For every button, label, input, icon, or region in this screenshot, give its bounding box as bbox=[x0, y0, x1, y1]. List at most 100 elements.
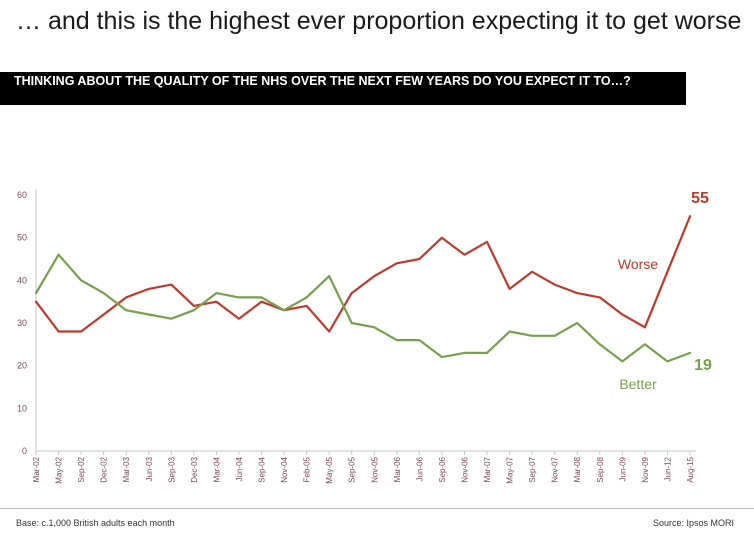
x-tick-label: Aug-15 bbox=[686, 456, 695, 482]
x-tick-label: Feb-05 bbox=[303, 456, 312, 482]
data-point-better bbox=[35, 292, 37, 294]
question-banner: THINKING ABOUT THE QUALITY OF THE NHS OV… bbox=[0, 72, 686, 105]
x-tick-label: Nov-05 bbox=[370, 456, 379, 482]
base-note: Base: c.1,000 British adults each month bbox=[16, 518, 175, 528]
x-tick-label: May-05 bbox=[325, 456, 334, 483]
x-tick-label: Mar-06 bbox=[393, 456, 402, 482]
y-tick-label: 40 bbox=[17, 275, 27, 285]
data-point-better bbox=[148, 313, 150, 315]
data-point-better bbox=[102, 292, 104, 294]
data-point-worse bbox=[80, 330, 82, 332]
data-point-better bbox=[599, 343, 601, 345]
data-point-better bbox=[170, 318, 172, 320]
data-point-better bbox=[260, 296, 262, 298]
data-point-worse bbox=[238, 318, 240, 320]
x-tick-label: Mar-02 bbox=[32, 456, 41, 482]
data-point-better bbox=[238, 296, 240, 298]
y-tick-label: 60 bbox=[17, 190, 27, 200]
data-point-better bbox=[508, 330, 510, 332]
data-point-worse bbox=[441, 236, 443, 238]
series-line-worse bbox=[34, 215, 692, 333]
source-note: Source: Ipsos MORI bbox=[652, 518, 734, 528]
data-point-worse bbox=[553, 283, 555, 285]
data-point-worse bbox=[689, 215, 691, 217]
y-tick-label: 50 bbox=[17, 233, 27, 243]
x-tick-label: May-02 bbox=[55, 456, 64, 483]
data-point-worse bbox=[373, 275, 375, 277]
data-point-worse bbox=[125, 296, 127, 298]
data-point-better bbox=[418, 339, 420, 341]
data-point-better bbox=[396, 339, 398, 341]
question-text: THINKING ABOUT THE QUALITY OF THE NHS OV… bbox=[14, 74, 631, 88]
end-label-worse: 55 bbox=[691, 190, 709, 207]
data-point-worse bbox=[328, 330, 330, 332]
x-tick-label: Jun-06 bbox=[415, 456, 424, 481]
end-label-better: 19 bbox=[694, 357, 712, 374]
x-tick-label: Dec-02 bbox=[100, 456, 109, 482]
x-tick-label: Jun-12 bbox=[663, 456, 672, 481]
x-tick-label: May-07 bbox=[506, 456, 515, 483]
data-point-worse bbox=[644, 326, 646, 328]
x-tick-label: Sep-08 bbox=[596, 456, 605, 482]
data-point-better bbox=[531, 335, 533, 337]
x-tick-label: Mar-07 bbox=[483, 456, 492, 482]
x-tick-label: Mar-04 bbox=[212, 456, 221, 482]
data-point-worse bbox=[666, 271, 668, 273]
data-point-worse bbox=[599, 296, 601, 298]
x-tick-label: Nov-04 bbox=[280, 456, 289, 482]
x-tick-label: Sep-05 bbox=[348, 456, 357, 482]
data-point-better bbox=[57, 254, 59, 256]
x-tick-label: Nov-06 bbox=[460, 456, 469, 482]
y-tick-label: 10 bbox=[17, 403, 27, 413]
data-point-worse bbox=[576, 292, 578, 294]
data-point-better bbox=[553, 335, 555, 337]
data-point-worse bbox=[396, 262, 398, 264]
x-tick-label: Dec-03 bbox=[190, 456, 199, 482]
data-point-worse bbox=[418, 258, 420, 260]
data-point-better bbox=[80, 279, 82, 281]
data-point-better bbox=[621, 360, 623, 362]
y-tick-label: 30 bbox=[17, 318, 27, 328]
data-point-better bbox=[463, 352, 465, 354]
data-point-worse bbox=[305, 305, 307, 307]
data-point-worse bbox=[621, 313, 623, 315]
x-tick-label: Nov-09 bbox=[641, 456, 650, 482]
data-point-better bbox=[441, 356, 443, 358]
data-point-better bbox=[283, 309, 285, 311]
page-headline: … and this is the highest ever proportio… bbox=[16, 7, 742, 35]
data-point-worse bbox=[170, 283, 172, 285]
series-line-better bbox=[34, 253, 692, 363]
line-chart: 0 10 20 30 40 50 60 Mar-02 May-02 Sep-02 Dec-02 Mar… bbox=[17, 189, 712, 484]
data-point-worse bbox=[193, 305, 195, 307]
data-point-worse bbox=[57, 330, 59, 332]
x-tick-label: Sep-03 bbox=[167, 456, 176, 482]
data-point-better bbox=[689, 352, 691, 354]
data-point-worse bbox=[508, 288, 510, 290]
x-tick-label: Sep-02 bbox=[77, 456, 86, 482]
x-tick-label: Jun-09 bbox=[618, 456, 627, 481]
y-tick-label: 0 bbox=[22, 446, 27, 456]
data-point-worse bbox=[215, 300, 217, 302]
series-label-worse: Worse bbox=[618, 256, 658, 272]
y-tick-label: 20 bbox=[17, 361, 27, 371]
data-point-better bbox=[486, 352, 488, 354]
data-point-worse bbox=[463, 254, 465, 256]
data-point-worse bbox=[148, 288, 150, 290]
x-tick-label: Sep-07 bbox=[528, 456, 537, 482]
series-label-better: Better bbox=[619, 376, 657, 392]
data-point-better bbox=[351, 322, 353, 324]
x-tick-label: Jun-03 bbox=[145, 456, 154, 481]
data-point-better bbox=[125, 309, 127, 311]
data-point-worse bbox=[260, 300, 262, 302]
x-tick-label: Jun-04 bbox=[235, 456, 244, 481]
data-point-worse bbox=[351, 292, 353, 294]
x-tick-label: Mar-03 bbox=[122, 456, 131, 482]
data-point-better bbox=[644, 343, 646, 345]
footer-divider bbox=[0, 508, 754, 509]
data-point-better bbox=[193, 309, 195, 311]
data-point-worse bbox=[102, 313, 104, 315]
data-point-better bbox=[328, 275, 330, 277]
data-point-better bbox=[215, 292, 217, 294]
data-point-worse bbox=[35, 300, 37, 302]
x-tick-label: Sep-06 bbox=[438, 456, 447, 482]
